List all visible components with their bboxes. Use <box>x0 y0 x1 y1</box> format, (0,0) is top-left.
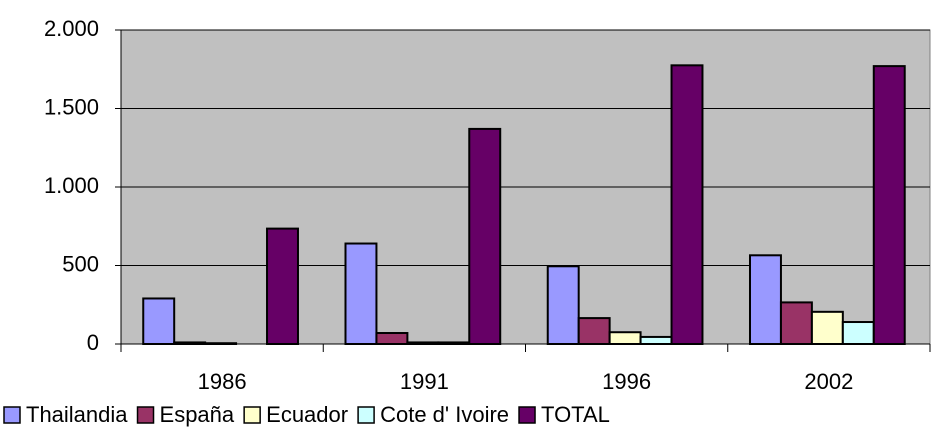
bar <box>266 227 299 345</box>
bar <box>670 64 704 345</box>
x-tick-label: 1996 <box>602 369 651 394</box>
bar <box>546 265 580 345</box>
bar <box>608 331 642 346</box>
legend-label: TOTAL <box>541 402 610 427</box>
bar <box>779 301 813 345</box>
legend-swatch <box>136 406 155 424</box>
bar <box>142 297 176 345</box>
bar <box>639 335 673 345</box>
bar <box>375 332 409 346</box>
legend-label: Cote d' Ivoire <box>380 402 509 427</box>
x-tick-label: 1986 <box>198 369 247 394</box>
bar <box>577 317 611 346</box>
y-tick-label: 500 <box>62 251 99 276</box>
legend-label: Ecuador <box>266 402 348 427</box>
y-tick-label: 2.000 <box>44 16 99 41</box>
y-tick-label: 0 <box>87 330 99 355</box>
x-tick-label: 1991 <box>400 369 449 394</box>
x-tick-label: 2002 <box>804 369 853 394</box>
legend-swatch <box>357 406 375 424</box>
bar <box>810 310 844 346</box>
legend-label: España <box>160 402 235 427</box>
legend-swatch <box>243 406 261 424</box>
bar <box>841 321 875 345</box>
bar <box>468 127 502 345</box>
legend-swatch <box>3 406 21 424</box>
bar <box>748 254 782 345</box>
bar <box>344 242 378 346</box>
y-tick-label: 1.500 <box>44 94 99 119</box>
y-tick-label: 1.000 <box>44 173 99 198</box>
bar <box>872 65 906 346</box>
legend-swatch <box>518 406 536 424</box>
legend-label: Thailandia <box>26 402 128 427</box>
